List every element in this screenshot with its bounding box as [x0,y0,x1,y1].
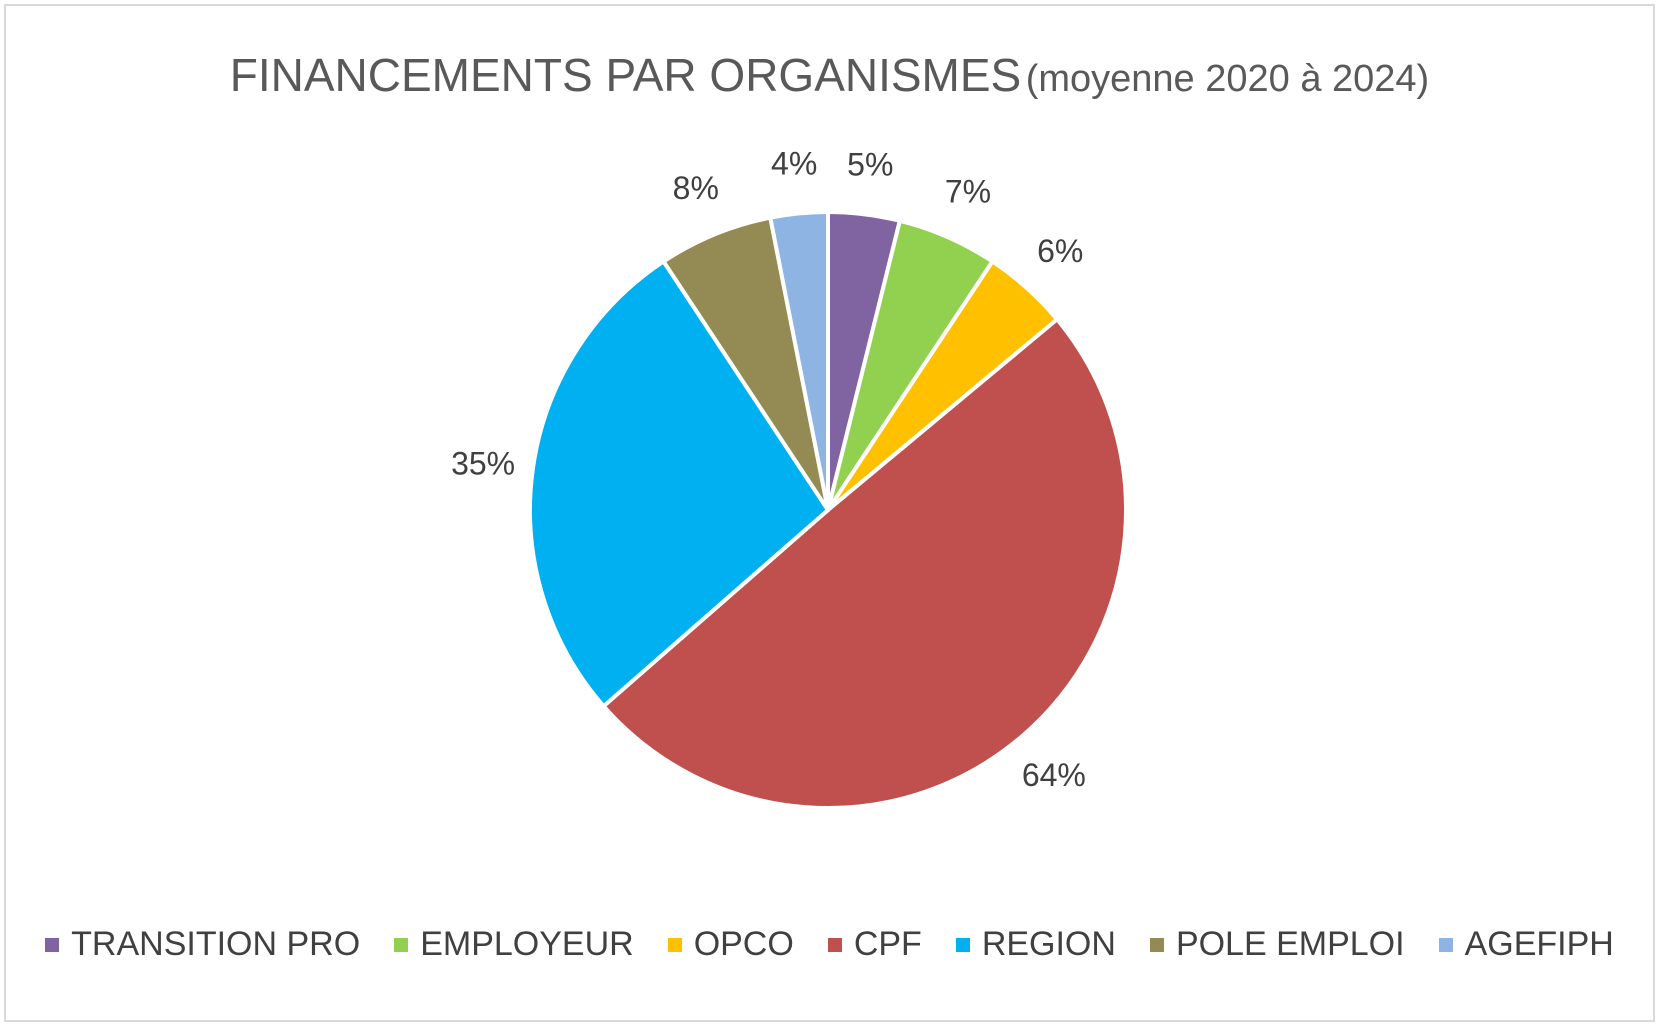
legend-item-cpf: CPF [827,925,922,964]
legend-swatch [955,937,970,952]
legend-item-region: REGION [955,925,1116,964]
data-label-cpf: 64% [1022,757,1086,793]
legend-item-opco: OPCO [667,925,794,964]
data-label-agefiph: 4% [771,146,817,182]
legend-item-employeur: EMPLOYEUR [394,925,634,964]
legend-swatch [827,937,842,952]
legend-label: AGEFIPH [1464,925,1614,963]
chart-title: FINANCEMENTS PAR ORGANISMES (moyenne 202… [0,48,1659,102]
legend-swatch [667,937,682,952]
data-label-opco: 6% [1037,233,1083,269]
legend-label: TRANSITION PRO [71,925,361,963]
legend-label: CPF [853,925,922,963]
legend-swatch [394,937,409,952]
data-label-transition-pro: 5% [847,147,893,183]
chart-legend: TRANSITION PRO EMPLOYEUR OPCO CPF REGION POLE… [0,925,1659,964]
data-label-employeur: 7% [945,173,991,209]
legend-label: EMPLOYEUR [420,925,634,963]
legend-label: POLE EMPLOI [1175,925,1405,963]
legend-item-transition-pro: TRANSITION PRO [45,925,360,964]
chart-subtitle: (moyenne 2020 à 2024) [1025,58,1430,100]
chart-title-main: FINANCEMENTS PAR ORGANISMES [229,49,1022,101]
legend-label: REGION [981,925,1116,963]
pie-slice-cpf [601,317,1128,811]
legend-swatch [45,937,60,952]
legend-label: OPCO [693,925,794,963]
legend-swatch [1438,937,1453,952]
legend-swatch [1149,937,1164,952]
pie-slice-pole-emploi [661,215,830,512]
legend-item-agefiph: AGEFIPH [1438,925,1614,964]
data-label-region: 35% [451,446,515,482]
pie-slice-region [528,259,830,709]
legend-item-pole-emploi: POLE EMPLOI [1149,925,1405,964]
pie-slice-agefiph [768,210,830,512]
data-label-pole-emploi: 8% [673,170,719,206]
